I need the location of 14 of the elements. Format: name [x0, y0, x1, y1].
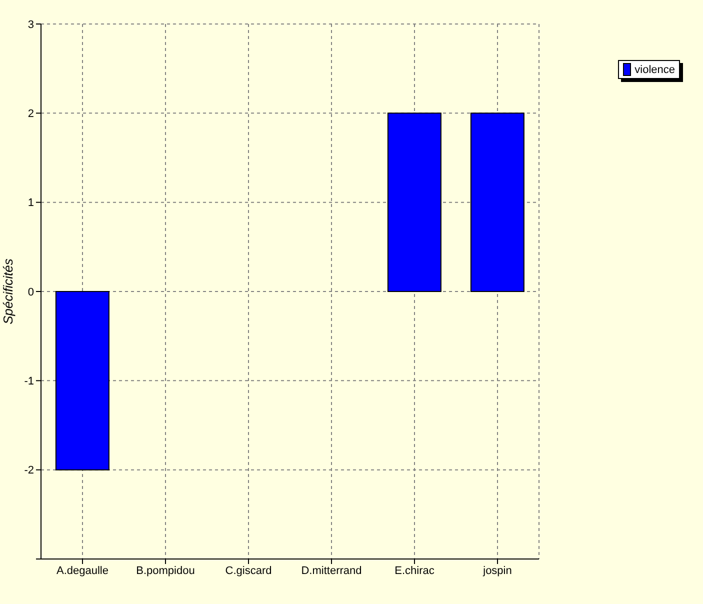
y-tick-label: 2	[28, 108, 34, 120]
x-tick-label: D.mitterrand	[301, 564, 362, 577]
y-tick-label: -2	[24, 464, 34, 477]
x-tick-label: B.pompidou	[136, 564, 195, 577]
y-tick-label: 3	[28, 18, 34, 31]
x-tick-label: A.degaulle	[56, 564, 108, 577]
y-tick-label: 1	[28, 197, 34, 210]
x-tick-label: E.chirac	[394, 564, 435, 577]
legend-label: violence	[634, 64, 675, 76]
x-tick-label: jospin	[482, 564, 512, 577]
y-tick-label: 0	[28, 286, 34, 298]
y-tick-label: -1	[24, 376, 34, 388]
y-axis-title: Spécificités	[0, 258, 16, 324]
x-tick-label: C.giscard	[225, 564, 272, 577]
